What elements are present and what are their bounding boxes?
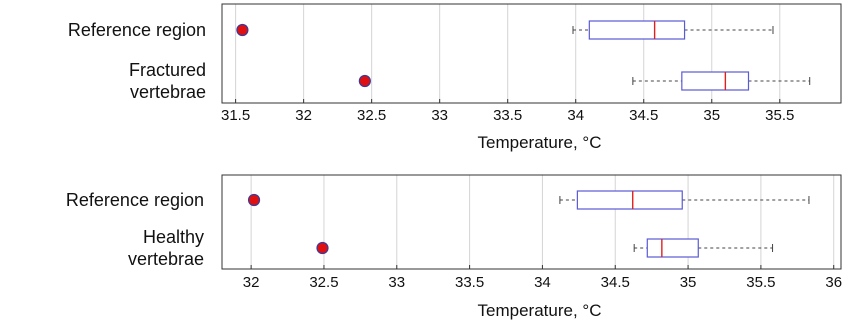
x-tick-label: 32 bbox=[243, 274, 260, 291]
plot-frame bbox=[221, 3, 842, 104]
x-tick-label: 33 bbox=[431, 107, 448, 124]
data-point bbox=[236, 23, 249, 37]
data-point bbox=[247, 193, 261, 207]
x-tick-label: 33 bbox=[388, 274, 405, 291]
x-tick-label: 33.5 bbox=[455, 274, 484, 291]
category-label: Reference region bbox=[68, 20, 206, 40]
x-tick-label: 34 bbox=[567, 107, 584, 124]
x-tick-label: 35 bbox=[680, 274, 697, 291]
x-tick-label: 35.5 bbox=[746, 274, 775, 291]
x-axis-label: Temperature, °C bbox=[478, 133, 602, 152]
plot-frame bbox=[221, 174, 842, 270]
x-axis-label: Temperature, °C bbox=[478, 301, 602, 320]
data-point bbox=[316, 241, 329, 255]
bottom-panel-healthy-vs-reference: 32 32.5 33 33.5 34 34.5 35 35.5 36 Temperature, °… bbox=[66, 174, 842, 320]
x-tick-label: 32 bbox=[295, 107, 312, 124]
x-tick-label: 31.5 bbox=[221, 107, 250, 124]
category-label: vertebrae bbox=[130, 82, 206, 102]
data-point bbox=[358, 74, 371, 88]
x-tick-label: 32.5 bbox=[357, 107, 386, 124]
x-tick-label: 36 bbox=[825, 274, 842, 291]
category-label: Reference region bbox=[66, 190, 204, 210]
box-iqr bbox=[576, 190, 683, 210]
x-tick-label: 32.5 bbox=[309, 274, 338, 291]
x-tick-label: 34 bbox=[534, 274, 551, 291]
x-tick-label: 35 bbox=[703, 107, 720, 124]
box-iqr bbox=[588, 20, 686, 40]
x-tick-label: 34.5 bbox=[629, 107, 658, 124]
category-label: vertebrae bbox=[128, 249, 204, 269]
top-panel-fractured-vs-reference: 31.5 32 32.5 33 33.5 34 34.5 35 35.5 Temperature,… bbox=[68, 3, 842, 152]
x-tick-label: 34.5 bbox=[601, 274, 630, 291]
x-tick-label: 33.5 bbox=[493, 107, 522, 124]
category-label: Healthy bbox=[143, 227, 204, 247]
box-iqr bbox=[681, 71, 750, 91]
category-label: Fractured bbox=[129, 60, 206, 80]
x-tick-label: 35.5 bbox=[765, 107, 794, 124]
box-iqr bbox=[646, 238, 699, 258]
